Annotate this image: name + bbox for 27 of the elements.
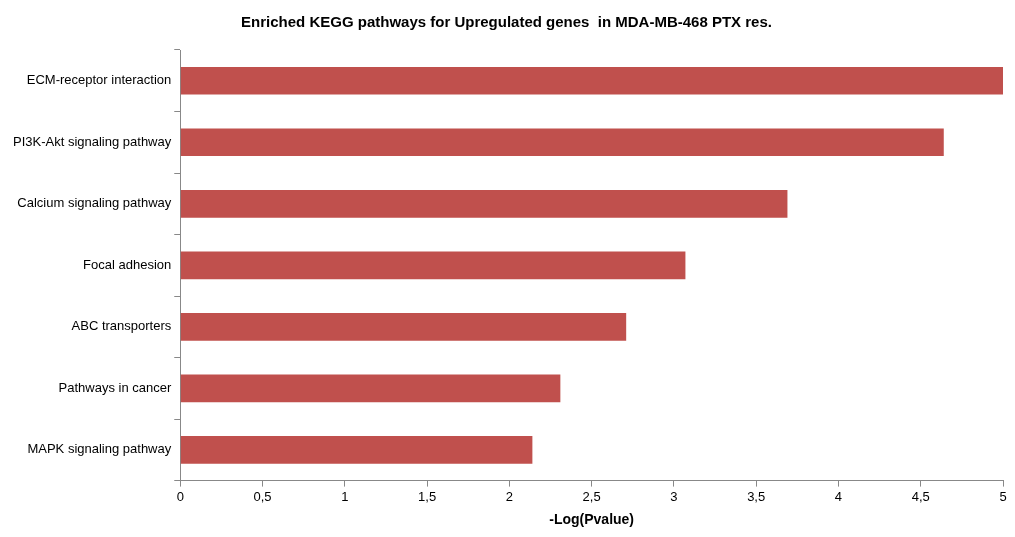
bar bbox=[180, 66, 1003, 95]
x-tick-label: 3 bbox=[670, 488, 678, 504]
x-tick-label: 2 bbox=[505, 488, 513, 504]
bar bbox=[180, 251, 686, 280]
y-tick-label: Calcium signaling pathway bbox=[17, 195, 172, 211]
bar bbox=[180, 436, 533, 464]
y-tick-label: ABC transporters bbox=[71, 318, 172, 334]
y-tick-label: ECM-receptor interaction bbox=[26, 72, 172, 88]
x-axis-title: -Log(Pvalue) bbox=[549, 511, 635, 528]
x-tick-label: 2,5 bbox=[582, 488, 601, 504]
bar bbox=[180, 312, 627, 341]
x-tick-label: 3,5 bbox=[747, 488, 766, 504]
x-tick-label: 4 bbox=[834, 488, 843, 504]
x-tick-label: 0,5 bbox=[253, 488, 272, 504]
y-tick-label: PI3K-Akt signaling pathway bbox=[12, 133, 172, 149]
bar bbox=[180, 128, 944, 157]
y-tick-label: MAPK signaling pathway bbox=[27, 441, 172, 457]
y-tick-label: Pathways in cancer bbox=[58, 379, 172, 395]
x-tick-label: 1,5 bbox=[418, 488, 437, 504]
x-tick-label: 5 bbox=[999, 488, 1007, 504]
x-tick-label: 4,5 bbox=[911, 488, 930, 504]
bar bbox=[180, 189, 788, 218]
y-tick-label: Focal adhesion bbox=[83, 256, 172, 272]
bar bbox=[180, 374, 561, 403]
x-tick-label: 1 bbox=[341, 488, 349, 504]
chart-title: Enriched KEGG pathways for Upregulated genes in MDA-MB-468 PTX res. bbox=[241, 13, 772, 31]
x-tick-label: 0 bbox=[176, 488, 184, 504]
